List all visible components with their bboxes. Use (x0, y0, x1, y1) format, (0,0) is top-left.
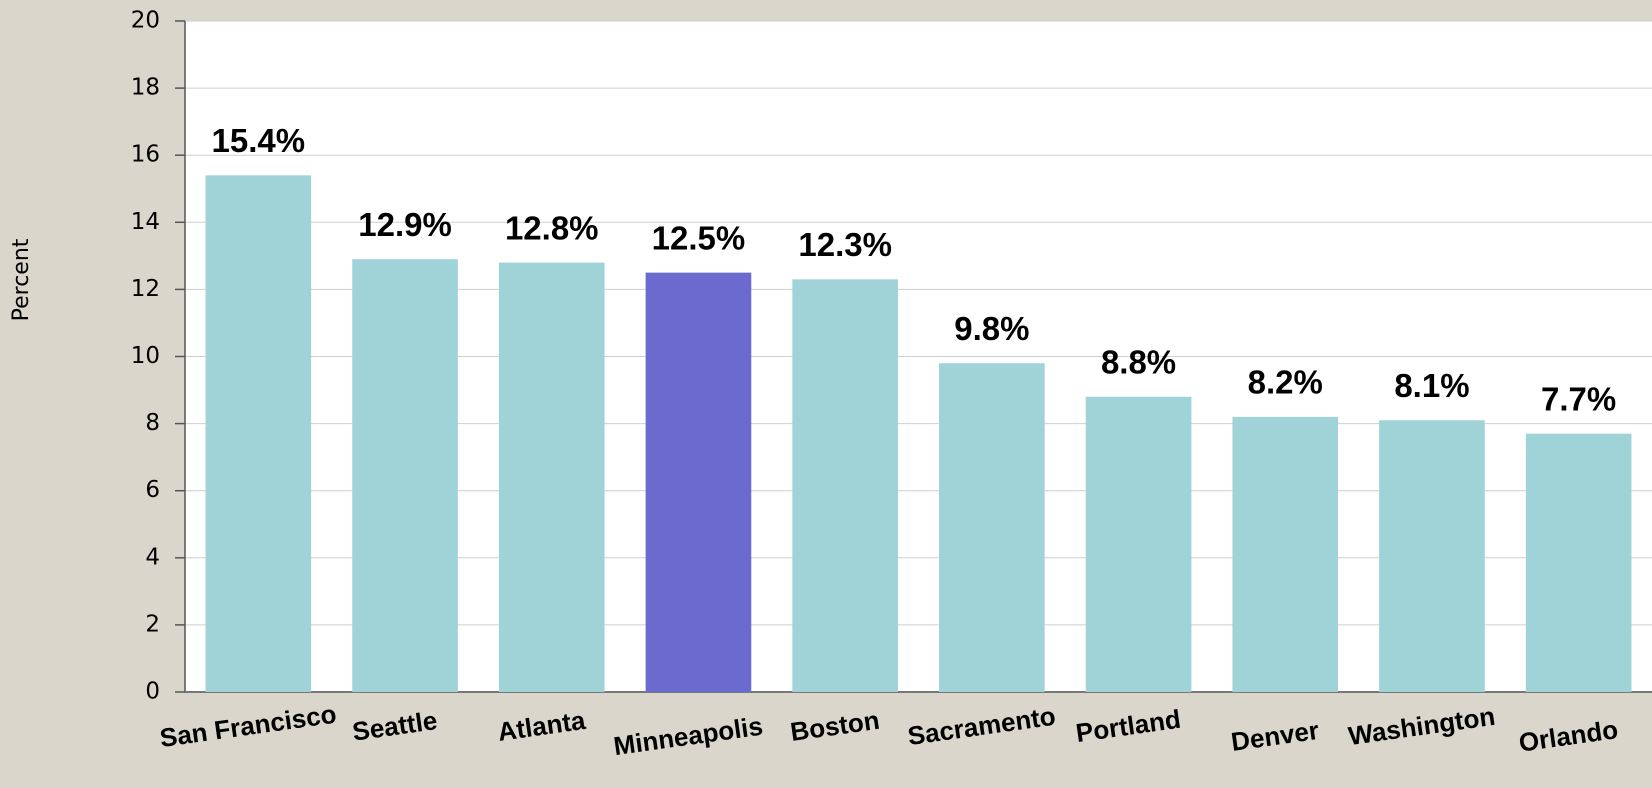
x-tick-label: Denver (1229, 715, 1320, 757)
y-axis-label: Percent (9, 238, 34, 321)
value-label: 8.1% (1394, 367, 1469, 404)
x-tick-label: Atlanta (496, 705, 588, 747)
bar (645, 272, 752, 692)
x-tick-label: San Francisco (158, 699, 338, 753)
bar (1525, 433, 1632, 692)
y-tick-label: 12 (131, 276, 160, 302)
x-tick-label: Washington (1346, 701, 1497, 751)
y-tick-label: 4 (145, 544, 160, 570)
bar (1379, 420, 1485, 692)
value-label: 12.3% (798, 226, 892, 263)
bar (352, 259, 458, 692)
y-tick-label: 6 (145, 477, 160, 503)
y-tick-label: 8 (145, 410, 160, 436)
x-tick-label: Seattle (350, 705, 439, 747)
value-label: 15.4% (212, 122, 306, 159)
y-tick-label: 18 (131, 75, 160, 101)
value-label: 7.7% (1541, 380, 1616, 417)
y-tick-label: 2 (145, 611, 160, 637)
value-label: 8.8% (1101, 343, 1176, 380)
x-tick-label: Orlando (1517, 714, 1620, 758)
y-tick-label: 10 (131, 343, 160, 369)
y-tick-label: 20 (131, 8, 160, 34)
bar (939, 363, 1045, 692)
x-tick-label: Sacramento (906, 701, 1058, 751)
value-label: 12.8% (505, 209, 599, 246)
x-tick-label: Minneapolis (612, 711, 765, 762)
value-label: 8.2% (1248, 364, 1323, 401)
value-label: 12.5% (652, 219, 746, 256)
value-label: 9.8% (954, 310, 1029, 347)
y-tick-label: 16 (131, 142, 160, 168)
bar (1232, 416, 1339, 692)
bar (1085, 396, 1192, 692)
x-tick-label: Portland (1074, 704, 1183, 748)
y-tick-label: 0 (145, 679, 160, 705)
x-tick-label: Boston (788, 705, 881, 747)
bar (792, 279, 898, 692)
value-label: 12.9% (358, 206, 452, 243)
bar (205, 175, 312, 692)
y-tick-label: 14 (131, 209, 160, 235)
bar (498, 262, 605, 692)
